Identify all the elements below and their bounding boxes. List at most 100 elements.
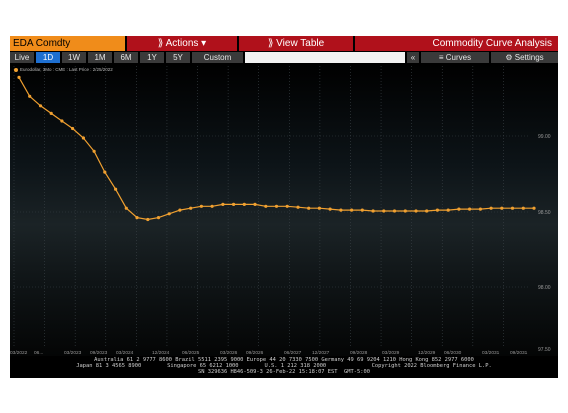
x-tick-label: 09/2023 [90,350,108,356]
curve-data-point [178,208,182,212]
curve-data-point [521,206,525,210]
top-toolbar: EDA Comdty ⟫ Actions ▾ ⟫ View Table Comm… [10,36,558,51]
ticker-field[interactable]: EDA Comdty [10,36,125,51]
curve-data-point [242,202,246,206]
curve-data-point [146,217,150,222]
curve-data-point [103,170,107,174]
curve-data-point [317,206,321,210]
x-tick-label: 03/2029 [382,350,400,356]
curve-data-point [510,206,515,210]
curve-data-point [135,216,139,220]
x-tick-label: 09/2028 [350,350,368,356]
curve-data-point [156,216,161,220]
curve-data-point [92,149,96,153]
curve-data-point [382,209,386,213]
x-tick-label: 03/2023 [64,350,82,356]
curve-data-point [274,204,279,208]
timeframe-toolbar: Live 1D 1W 1M 6M 1Y 5Y Custom « ≡ Curves… [10,52,558,64]
curve-data-point [71,126,75,131]
y-tick-label: 98.50 [538,210,551,216]
curve-data-point [81,136,85,140]
curve-data-point [307,206,311,210]
x-axis: 03/2022 06... 03/2023 09/2023 03/2024 12/2024… [10,350,528,356]
curve-data-point [264,204,268,208]
actions-button[interactable]: ⟫ Actions ▾ [127,36,237,51]
curve-data-point [414,209,418,213]
curve-data-point [253,202,257,206]
curve-data-point [435,208,439,212]
timeframe-1y-button[interactable]: 1Y [140,52,164,63]
y-axis: 99.00 98.50 98.00 97.50 [538,134,551,353]
timeframe-custom-button[interactable]: Custom [192,52,243,63]
curve-data-point [500,206,504,210]
curve-data-point [350,208,354,212]
chart-legend: Eurodollar, 3Mo : CME : Last Price : 2/2… [14,67,113,72]
x-tick-label: 06/2025 [182,350,200,356]
x-tick-label: 06/2027 [284,350,302,356]
curve-data-point [221,202,225,206]
timeframe-live-button[interactable]: Live [10,52,34,63]
y-tick-label: 99.00 [538,134,551,140]
curve-data-point [532,206,536,210]
x-tick-label: 09/2031 [510,350,528,356]
timeframe-1d-button[interactable]: 1D [36,52,60,63]
curve-data-point [360,208,364,212]
curve-data-point [49,111,53,115]
curve-data-point [285,204,289,208]
curve-data-point [189,206,193,210]
timeframe-1w-button[interactable]: 1W [62,52,86,63]
curve-data-point [60,119,64,123]
footer-line-1: Australia 61 2 9777 8600 Brazil 5511 239… [94,357,474,363]
x-tick-label: 03/2022 [10,350,28,356]
curve-data-point [17,75,21,79]
curve-data-point [210,204,214,208]
curve-data-point [38,104,43,108]
curve-data-point [468,207,472,211]
chart-background [10,64,558,356]
curve-data-point [114,187,118,191]
legend-label: Eurodollar, 3Mo : CME : Last Price : 2/2… [20,67,113,72]
chart-grid [13,66,530,347]
curve-data-point [328,207,332,211]
curve-data-point [446,208,450,212]
x-tick-label: 09/2026 [246,350,264,356]
curve-data-point [457,207,461,211]
curve-data-point [478,207,482,211]
x-tick-label: 03/2024 [116,350,134,356]
collapse-button[interactable]: « [407,52,419,63]
curve-data-point [199,204,203,208]
legend-swatch [14,67,18,72]
commodity-curve-analysis-title: Commodity Curve Analysis [355,36,558,51]
y-tick-label: 98.00 [538,285,551,291]
curve-data-point [124,206,128,210]
timeframe-5y-button[interactable]: 5Y [166,52,190,63]
x-tick-label: 03/2026 [220,350,238,356]
x-tick-label: 06/2030 [444,350,462,356]
curve-data-point [425,209,429,213]
footer-line-2: Japan 81 3 4565 8900 Singapore 65 6212 1… [76,363,492,369]
curve-data-point [392,209,397,213]
x-tick-label: 03/2031 [482,350,500,356]
timeframe-1m-button[interactable]: 1M [88,52,112,63]
timeframe-6m-button[interactable]: 6M [114,52,138,63]
footer-contact-info: Australia 61 2 9777 8600 Brazil 5511 239… [10,356,558,378]
curve-data-point [371,209,375,213]
curve-series-points [17,75,536,222]
curve-data-point [232,202,236,206]
date-range-input[interactable] [245,52,405,63]
footer-line-3: SN 329636 H846-509-3 26-Feb-22 15:18:07 … [197,369,370,375]
curve-data-point [28,94,32,98]
terminal-window: EDA Comdty ⟫ Actions ▾ ⟫ View Table Comm… [10,36,558,378]
x-tick-label: 06... [34,350,43,356]
settings-button[interactable]: ⚙ Settings [491,52,558,63]
curve-data-point [167,212,171,216]
x-tick-label: 12/2029 [418,350,436,356]
curve-data-point [403,209,407,213]
view-table-button[interactable]: ⟫ View Table [239,36,353,51]
curves-button[interactable]: ≡ Curves [421,52,489,63]
x-tick-label: 12/2024 [152,350,170,356]
curve-data-point [296,205,300,209]
curve-data-point [489,206,493,210]
curve-chart: 99.00 98.50 98.00 97.50 03/2022 06... 03/2023… [10,64,558,356]
x-tick-label: 12/2027 [312,350,330,356]
